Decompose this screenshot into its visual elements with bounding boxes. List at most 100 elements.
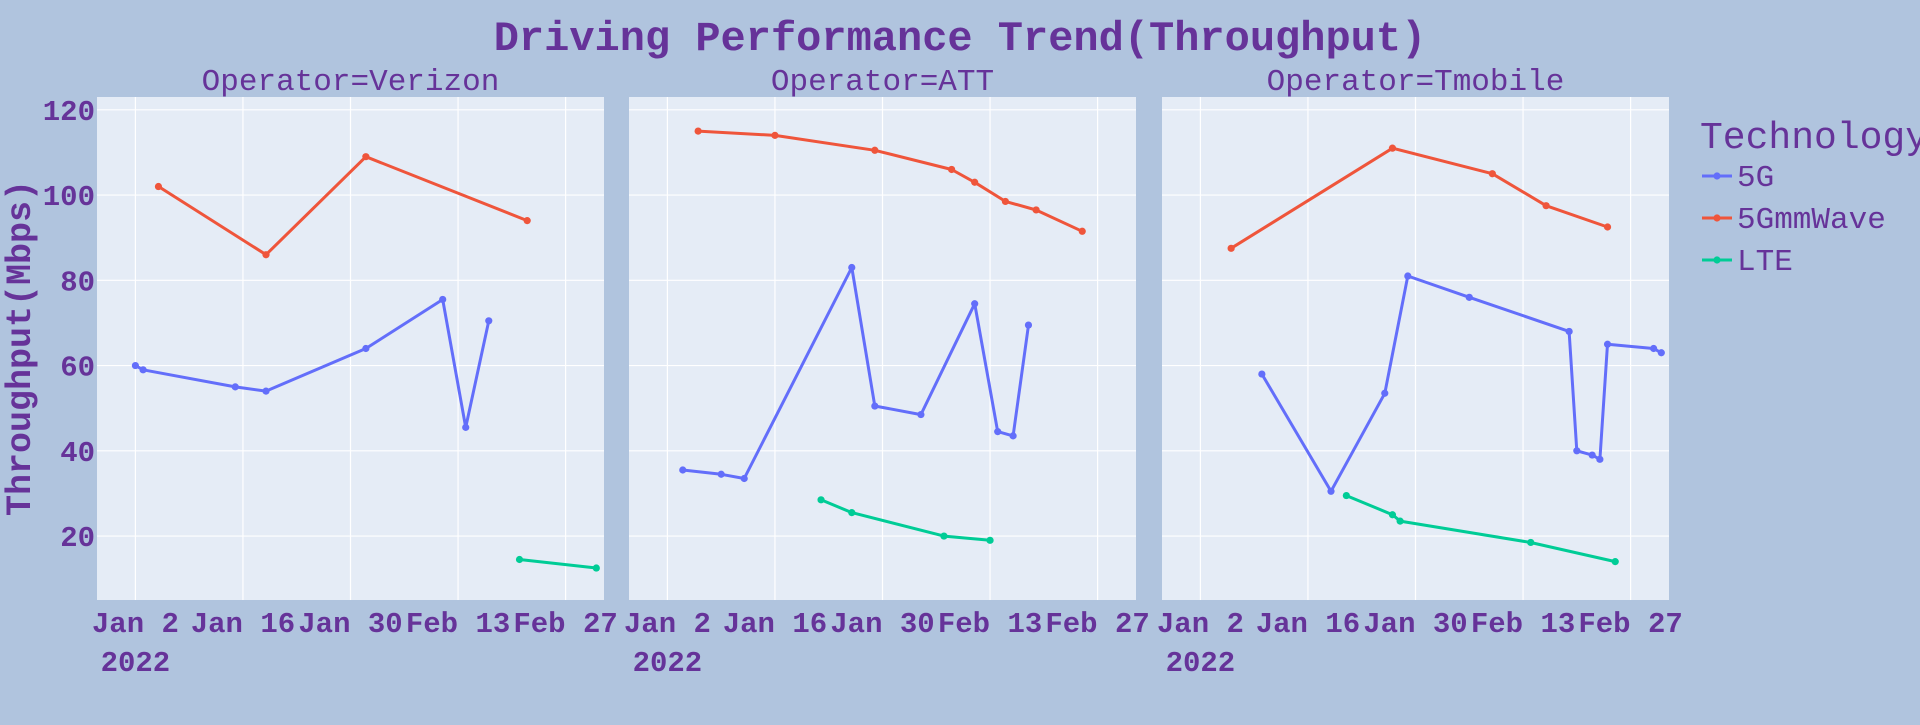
data-point — [1657, 349, 1665, 357]
series-5g-tmobile — [1258, 272, 1665, 495]
data-point — [439, 295, 447, 304]
data-point — [1465, 293, 1473, 301]
data-point — [1527, 538, 1535, 547]
data-point — [1611, 558, 1619, 566]
data-point — [515, 555, 524, 564]
series-line — [698, 129, 1083, 233]
x-tick-label: Jan 30 — [1363, 608, 1467, 641]
legend-item-5g[interactable]: 5G — [1702, 161, 1774, 196]
series-line — [134, 298, 491, 429]
data-point — [817, 496, 825, 504]
data-point — [848, 263, 856, 272]
data-point — [462, 423, 470, 431]
y-tick-label: 80 — [60, 266, 95, 299]
data-point — [1404, 272, 1412, 280]
data-point — [1381, 389, 1389, 397]
panel-title-tmobile: Operator=Tmobile — [1267, 65, 1565, 100]
data-point — [917, 410, 925, 419]
data-point — [362, 153, 370, 161]
legend[interactable]: Technology 5G 5GmmWave LTE — [1700, 117, 1920, 280]
y-tick-label: 120 — [43, 96, 95, 129]
legend-swatch-marker — [1713, 256, 1721, 264]
series-5g-att — [679, 263, 1033, 483]
x-tick-label: Jan 2 — [92, 608, 179, 641]
data-point — [1573, 447, 1581, 455]
data-point — [1588, 451, 1596, 459]
chart-title: Driving Performance Trend(Throughput) — [494, 15, 1427, 63]
data-point — [1388, 511, 1397, 519]
data-point — [948, 165, 956, 174]
series-line — [820, 498, 991, 542]
data-point — [986, 536, 994, 544]
data-point — [1258, 370, 1266, 378]
legend-swatch-marker — [1713, 172, 1721, 180]
data-point — [154, 182, 163, 191]
x-tick-label: Feb 13 — [406, 608, 510, 641]
data-point — [771, 131, 779, 139]
x-tick-year-label: 2022 — [1166, 647, 1236, 680]
data-point — [1603, 223, 1612, 231]
x-tick-label: Jan 2 — [1157, 608, 1244, 641]
series-5g-verizon — [131, 295, 493, 431]
series-lte-tmobile — [1342, 491, 1619, 566]
series-5gmmwave-tmobile — [1227, 144, 1612, 252]
data-point — [679, 466, 687, 474]
x-tick-label: Feb 27 — [1045, 608, 1149, 641]
panel-att: Jan 2 2022 Jan 16 Jan 30 Feb 13 Feb 27 Operato… — [624, 65, 1150, 680]
data-point — [262, 387, 270, 395]
series-5gmmwave-att — [694, 127, 1086, 235]
data-point — [1388, 144, 1397, 152]
y-tick-label: 100 — [43, 181, 95, 214]
panel-tmobile: Jan 2 2022 Jan 16 Jan 30 Feb 13 Feb 27 Operato… — [1157, 65, 1683, 680]
data-point — [139, 366, 147, 374]
series-lte-verizon — [515, 555, 600, 572]
legend-item-lte[interactable]: LTE — [1702, 245, 1793, 280]
data-point — [1542, 202, 1550, 210]
data-point — [1009, 432, 1017, 440]
x-tick-label: Feb 13 — [1471, 608, 1575, 641]
data-point — [1032, 206, 1040, 214]
panel-verizon: Jan 2 2022 Jan 16 Jan 30 Feb 13 Feb 27 20 40 60 8… — [43, 65, 618, 680]
legend-item-5gmmwave[interactable]: 5GmmWave — [1702, 203, 1886, 238]
data-point — [262, 251, 270, 259]
data-point — [1650, 344, 1658, 353]
panel-title-verizon: Operator=Verizon — [202, 65, 500, 100]
data-point — [131, 361, 140, 370]
data-point — [523, 217, 531, 225]
data-point — [1396, 517, 1404, 525]
data-point — [592, 564, 600, 572]
data-point — [362, 344, 370, 353]
x-tick-label: Jan 16 — [723, 608, 827, 641]
data-point — [971, 178, 979, 186]
data-point — [1565, 327, 1573, 336]
x-tick-label: Feb 27 — [1578, 608, 1682, 641]
series-line — [519, 558, 597, 570]
data-point — [1001, 197, 1010, 206]
data-point — [1327, 487, 1335, 495]
series-5gmmwave-verizon — [154, 153, 531, 259]
data-point — [740, 474, 748, 483]
data-point — [717, 470, 725, 478]
panel-title-att: Operator=ATT — [771, 65, 994, 100]
data-point — [1603, 340, 1612, 348]
legend-swatch-marker — [1713, 214, 1721, 222]
y-tick-label: 20 — [60, 522, 95, 555]
y-tick-label: 60 — [60, 352, 95, 385]
x-tick-label: Jan 30 — [298, 608, 402, 641]
data-point — [694, 127, 702, 135]
data-point — [871, 402, 879, 410]
data-point — [971, 300, 979, 308]
x-tick-label: Jan 2 — [624, 608, 711, 641]
data-point — [1488, 170, 1496, 178]
data-point — [848, 509, 856, 517]
x-tick-label: Feb 27 — [513, 608, 617, 641]
x-tick-year-label: 2022 — [633, 647, 703, 680]
legend-label: 5GmmWave — [1737, 203, 1886, 238]
data-point — [1227, 244, 1235, 252]
data-point — [485, 317, 493, 325]
legend-label: LTE — [1737, 245, 1793, 280]
data-point — [994, 428, 1002, 436]
